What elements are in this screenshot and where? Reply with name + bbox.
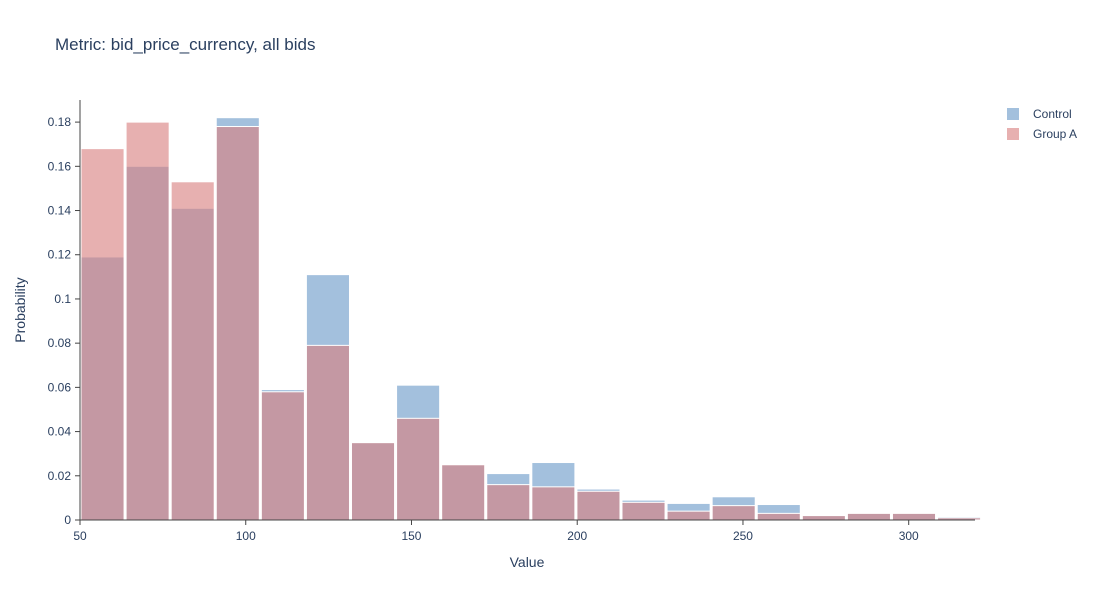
x-tick-label: 150 xyxy=(401,529,421,543)
x-tick-label: 250 xyxy=(733,529,753,543)
x-tick-label: 100 xyxy=(236,529,256,543)
y-tick-label: 0.12 xyxy=(48,248,72,262)
y-tick-label: 0.08 xyxy=(48,336,72,350)
y-tick-label: 0.06 xyxy=(48,380,72,394)
bar-group-a-11[interactable] xyxy=(576,490,621,521)
bar-group-a-13[interactable] xyxy=(666,510,711,521)
bar-group-a-10[interactable] xyxy=(531,486,576,521)
bar-group-a-18[interactable] xyxy=(891,512,937,521)
legend-label-control[interactable]: Control xyxy=(1033,107,1072,121)
x-tick-label: 300 xyxy=(899,529,919,543)
x-axis-title: Value xyxy=(510,554,545,570)
bar-group-a-5[interactable] xyxy=(305,344,350,521)
bar-group-a-9[interactable] xyxy=(486,484,531,521)
y-tick-label: 0.02 xyxy=(48,469,72,483)
bar-group-a-2[interactable] xyxy=(170,181,215,521)
chart-title: Metric: bid_price_currency, all bids xyxy=(55,35,315,54)
y-tick-label: 0.04 xyxy=(48,425,72,439)
y-tick-label: 0.16 xyxy=(48,159,72,173)
bar-group-a-16[interactable] xyxy=(801,515,846,521)
y-tick-label: 0.14 xyxy=(48,204,72,218)
bar-group-a-12[interactable] xyxy=(621,501,666,521)
legend-swatch-control[interactable] xyxy=(1007,108,1019,120)
y-tick-label: 0.18 xyxy=(48,115,72,129)
y-tick-label: 0.1 xyxy=(54,292,71,306)
y-axis-title: Probability xyxy=(12,277,28,342)
bar-group-a-15[interactable] xyxy=(756,512,801,521)
bars-layer xyxy=(80,117,982,521)
bar-group-a-17[interactable] xyxy=(846,512,891,521)
axes-layer: 50 100 150 200 250 300 0 0.02 0.04 0.06 0.08 0.1 0.1… xyxy=(48,100,975,543)
x-tick-label: 50 xyxy=(73,529,87,543)
bar-group-a-14[interactable] xyxy=(711,505,756,521)
x-tick-label: 200 xyxy=(567,529,587,543)
y-tick-label: 0 xyxy=(64,513,71,527)
legend-label-group-a[interactable]: Group A xyxy=(1033,127,1077,141)
bar-group-a-4[interactable] xyxy=(260,391,305,521)
bar-group-a-7[interactable] xyxy=(396,417,441,521)
legend-swatch-group-a[interactable] xyxy=(1007,128,1019,140)
bar-group-a-1[interactable] xyxy=(125,121,170,521)
bar-group-a-3[interactable] xyxy=(215,126,260,521)
bar-group-a-0[interactable] xyxy=(80,148,125,521)
bar-group-a-6[interactable] xyxy=(350,442,396,521)
legend[interactable]: Control Group A xyxy=(1007,107,1077,141)
bar-group-a-8[interactable] xyxy=(441,464,486,521)
